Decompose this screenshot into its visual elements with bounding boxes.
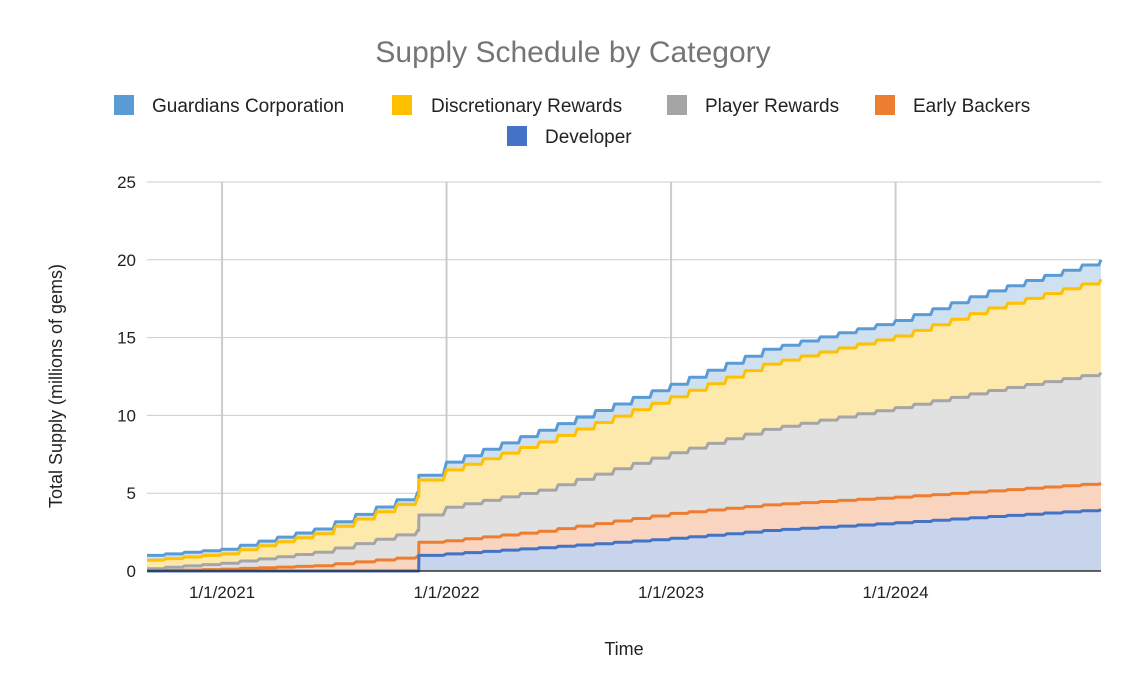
y-tick-label: 25 (117, 173, 136, 192)
stacked-areas (147, 259, 1101, 571)
legend-label-discretionary-rewards: Discretionary Rewards (431, 96, 622, 117)
x-tick-label: 1/1/2023 (638, 583, 704, 602)
legend-label-early-backers: Early Backers (913, 96, 1030, 117)
line-player-rewards (147, 371, 1103, 571)
y-tick-label: 5 (127, 484, 136, 503)
area-early-backers (147, 483, 1101, 571)
area-guardians-corporation (147, 259, 1101, 561)
x-axis-label: Time (604, 639, 643, 659)
legend-label-developer: Developer (545, 127, 632, 148)
area-developer (147, 509, 1101, 571)
legend-swatch-developer (507, 126, 527, 146)
area-discretionary-rewards (147, 279, 1101, 569)
line-early-backers (147, 481, 1102, 573)
y-tick-label: 10 (117, 406, 136, 425)
x-tick-label: 1/1/2021 (189, 583, 255, 602)
legend-label-guardians-corporation: Guardians Corporation (152, 96, 344, 117)
line-discretionary-rewards (147, 278, 1103, 562)
chart-title: Supply Schedule by Category (375, 36, 770, 69)
legend-swatch-discretionary-rewards (392, 95, 412, 115)
y-tick-label: 20 (117, 251, 136, 270)
legend-swatch-early-backers (875, 95, 895, 115)
legend-swatch-player-rewards (667, 95, 687, 115)
y-tick-label: 15 (117, 329, 136, 348)
y-axis-ticks: 0 5 10 15 20 25 (117, 173, 136, 581)
y-tick-label: 0 (127, 562, 136, 581)
x-tick-label: 1/1/2024 (862, 583, 928, 602)
area-player-rewards (147, 372, 1101, 571)
legend-swatch-guardians-corporation (114, 95, 134, 115)
y-axis-label: Total Supply (millions of gems) (46, 264, 66, 508)
x-tick-label: 1/1/2022 (413, 583, 479, 602)
line-guardians-corporation (147, 259, 1103, 557)
legend-label-player-rewards: Player Rewards (705, 96, 839, 117)
legend: Guardians Corporation Discretionary Rewa… (114, 95, 1030, 148)
x-axis-ticks: 1/1/2021 1/1/2022 1/1/2023 1/1/2024 (189, 583, 929, 602)
